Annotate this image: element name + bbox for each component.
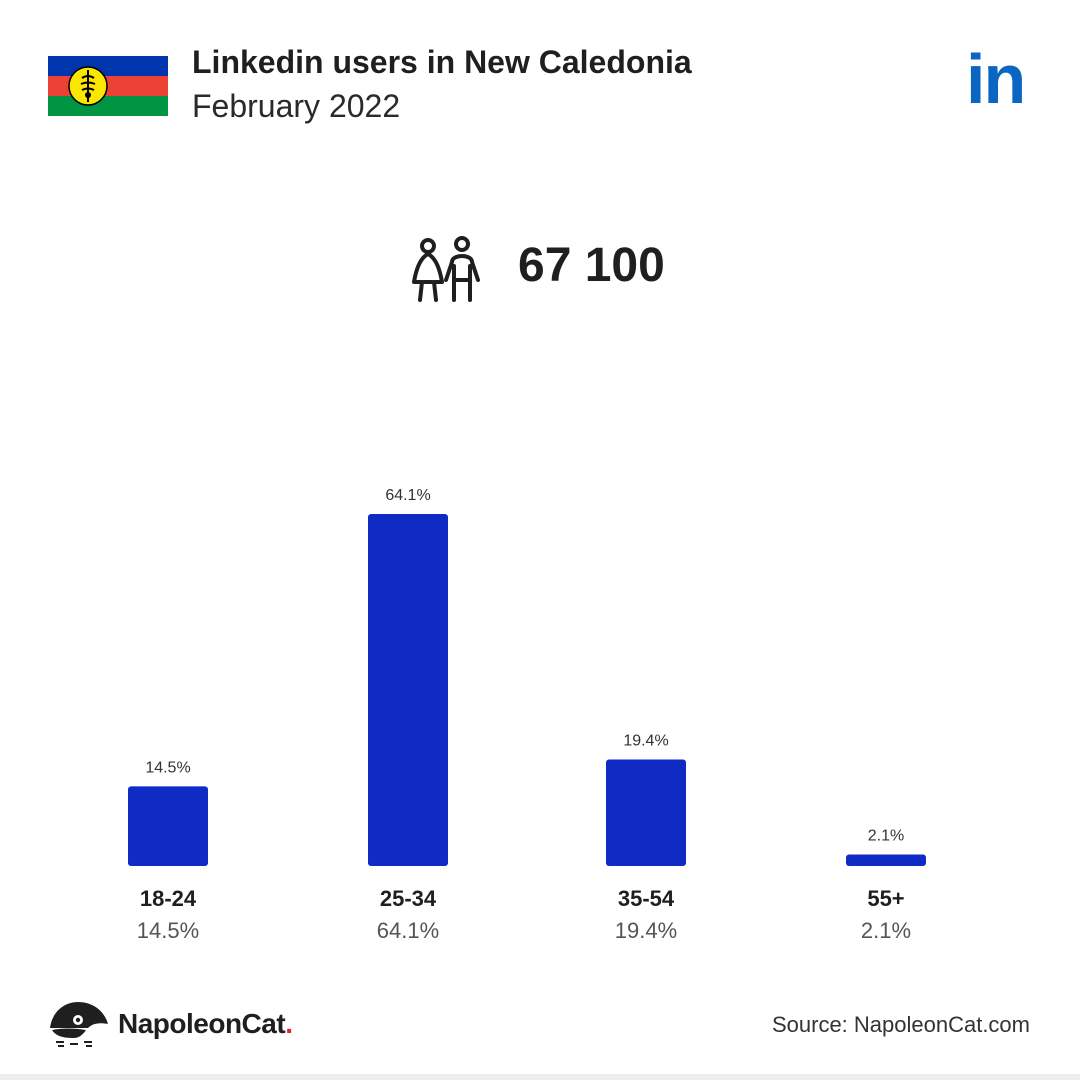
bar-value-label: 64.1% <box>385 487 430 504</box>
bar-value-label: 19.4% <box>623 732 668 749</box>
category-percent-label: 64.1% <box>377 918 439 943</box>
bottom-divider <box>0 1074 1080 1080</box>
source-text: Source: NapoleonCat.com <box>771 1012 1030 1037</box>
bar-25-34 <box>368 514 448 866</box>
new-caledonia-flag-icon <box>48 56 168 116</box>
page-subtitle: February 2022 <box>192 88 401 124</box>
total-users-value: 67 100 <box>518 239 665 292</box>
bar-value-label: 2.1% <box>868 827 904 844</box>
napoleoncat-brand: NapoleonCat. <box>118 1008 293 1040</box>
age-distribution-chart: 14.5% 18-24 14.5% 64.1% 25-34 64.1% 19.4% 35-54… <box>128 487 926 943</box>
bar-35-54 <box>606 759 686 866</box>
category-percent-label: 2.1% <box>861 918 911 943</box>
category-label: 35-54 <box>618 886 675 911</box>
category-percent-label: 19.4% <box>615 918 677 943</box>
category-percent-label: 14.5% <box>137 918 199 943</box>
bar-value-label: 14.5% <box>145 759 190 776</box>
users-icon <box>412 236 480 302</box>
page-title: Linkedin users in New Caledonia <box>192 44 692 80</box>
napoleoncat-logo-icon <box>50 1002 108 1047</box>
brand-dot: . <box>285 1008 293 1039</box>
linkedin-logo-icon: in <box>966 40 1026 118</box>
category-label: 25-34 <box>380 886 437 911</box>
bar-55+ <box>846 854 926 866</box>
bar-18-24 <box>128 786 208 866</box>
brand-name: NapoleonCat <box>118 1008 286 1039</box>
category-label: 55+ <box>867 886 904 911</box>
category-label: 18-24 <box>140 886 197 911</box>
